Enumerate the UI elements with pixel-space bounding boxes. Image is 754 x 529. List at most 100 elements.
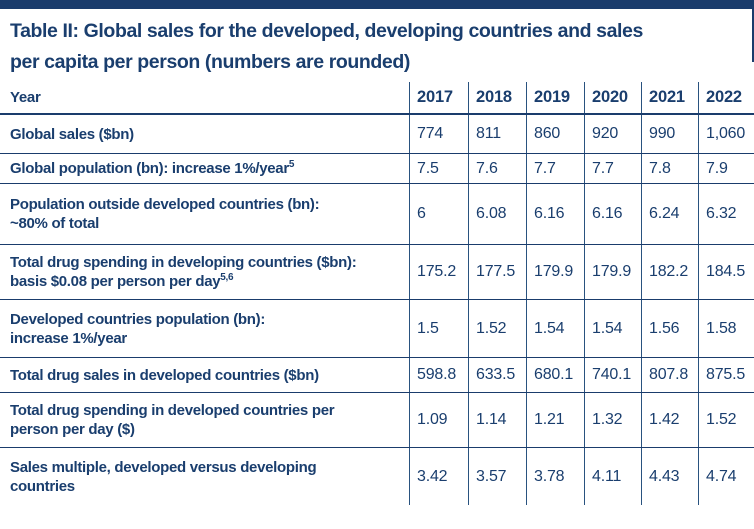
header-year-text: 2021 (649, 88, 685, 106)
value-cell: 598.8 (409, 358, 468, 392)
header-label-cell: Year (0, 82, 409, 113)
value-cell: 7.8 (641, 154, 698, 183)
value-text: 179.9 (534, 263, 574, 280)
value-cell: 7.5 (409, 154, 468, 183)
value-cell: 6.16 (584, 184, 641, 244)
row-label-cell: Global sales ($bn) (0, 115, 409, 153)
value-cell: 182.2 (641, 245, 698, 299)
value-cell: 7.6 (468, 154, 526, 183)
value-cell: 7.7 (584, 154, 641, 183)
table-row: Total drug spending in developed countri… (0, 393, 754, 448)
row-label-text: Population outside developed countries (… (10, 196, 320, 213)
table-row: Population outside developed countries (… (0, 184, 754, 245)
value-text: 920 (592, 125, 619, 142)
value-text: 4.11 (592, 467, 622, 485)
value-cell: 1.14 (468, 393, 526, 447)
value-cell: 179.9 (526, 245, 584, 299)
value-cell: 184.5 (698, 245, 754, 299)
value-cell: 179.9 (584, 245, 641, 299)
value-text: 1.52 (706, 411, 737, 428)
row-label-cell: Developed countries population (bn): inc… (0, 300, 409, 357)
value-cell: 7.9 (698, 154, 754, 183)
row-label-cell: Sales multiple, developed versus develop… (0, 448, 409, 505)
value-text: 598.8 (417, 366, 457, 383)
value-text: 1.5 (417, 319, 439, 337)
value-text: 740.1 (592, 366, 632, 383)
value-cell: 1.32 (584, 393, 641, 447)
header-year-cell: 2017 (409, 82, 468, 113)
value-text: 680.1 (534, 366, 574, 383)
row-label-line: Total drug spending in developed countri… (10, 401, 405, 420)
value-text: 7.6 (476, 159, 498, 177)
row-label-line: Global population (bn): increase 1%/year… (10, 159, 405, 178)
row-label-text: Sales multiple, developed versus develop… (10, 458, 317, 476)
row-label-line: person per day ($) (10, 420, 405, 439)
value-cell: 6.24 (641, 184, 698, 244)
row-label-cell: Global population (bn): increase 1%/year… (0, 154, 409, 183)
row-label-text: basis $0.08 per person per day (10, 273, 221, 290)
row-label-cell: Total drug sales in developed countries … (0, 358, 409, 392)
value-text: 1.58 (706, 319, 737, 337)
value-cell: 875.5 (698, 358, 754, 392)
value-text: 3.78 (534, 467, 565, 485)
value-cell: 3.57 (468, 448, 526, 505)
header-year-text: 2017 (417, 88, 453, 106)
row-label-line: ~80% of total (10, 214, 405, 233)
row-label-text: Global population (bn): increase 1%/year (10, 160, 289, 177)
value-text: 1.52 (476, 319, 507, 337)
value-cell: 740.1 (584, 358, 641, 392)
value-cell: 811 (468, 115, 526, 153)
table-title: Table II: Global sales for the developed… (10, 16, 754, 78)
row-label-line: Developed countries population (bn): (10, 310, 405, 329)
row-label-line: Global sales ($bn) (10, 125, 405, 144)
value-text: 6.32 (706, 205, 737, 222)
value-text: 1.42 (649, 411, 680, 428)
row-label-text: person per day ($) (10, 421, 135, 438)
value-cell: 860 (526, 115, 584, 153)
value-text: 175.2 (417, 263, 457, 280)
value-text: 1.09 (417, 411, 448, 428)
value-cell: 6.16 (526, 184, 584, 244)
value-text: 7.5 (417, 159, 439, 177)
value-cell: 1,060 (698, 115, 754, 153)
row-label-text: increase 1%/year (10, 329, 127, 347)
value-cell: 920 (584, 115, 641, 153)
value-text: 807.8 (649, 366, 689, 383)
value-cell: 1.21 (526, 393, 584, 447)
value-cell: 175.2 (409, 245, 468, 299)
row-label-text: ~80% of total (10, 215, 100, 232)
value-text: 7.7 (592, 159, 614, 177)
title-right-border (752, 9, 754, 62)
value-text: 4.43 (649, 467, 680, 485)
table-row: Developed countries population (bn): inc… (0, 300, 754, 358)
row-label-text: countries (10, 477, 75, 495)
value-cell: 1.58 (698, 300, 754, 357)
row-label-line: countries (10, 477, 405, 496)
value-cell: 1.52 (698, 393, 754, 447)
row-label-line: Total drug sales in developed countries … (10, 366, 405, 385)
value-cell: 6.08 (468, 184, 526, 244)
value-text: 875.5 (706, 366, 746, 383)
value-cell: 633.5 (468, 358, 526, 392)
value-cell: 774 (409, 115, 468, 153)
value-text: 6.16 (592, 205, 623, 222)
value-text: 177.5 (476, 263, 516, 280)
value-text: 1.56 (649, 319, 680, 337)
value-text: 6.08 (476, 205, 507, 222)
value-text: 1.54 (592, 319, 623, 337)
table-title-line-1: Table II: Global sales for the developed… (10, 20, 643, 42)
header-year-cell: 2018 (468, 82, 526, 113)
value-text: 6.16 (534, 205, 565, 222)
value-text: 3.57 (476, 467, 507, 485)
row-label-cell: Total drug spending in developing countr… (0, 245, 409, 299)
row-label-cell: Total drug spending in developed countri… (0, 393, 409, 447)
header-year-text: 2022 (706, 88, 742, 106)
value-text: 6 (417, 205, 426, 222)
row-label-text: Total drug spending in developed countri… (10, 402, 335, 419)
row-label-cell: Population outside developed countries (… (0, 184, 409, 244)
table-title-line-2: per capita per person (numbers are round… (10, 51, 410, 73)
value-text: 7.9 (706, 159, 728, 177)
table-header-row: Year 2017 2018 2019 2020 2021 2022 (0, 82, 754, 115)
value-text: 6.24 (649, 205, 680, 222)
